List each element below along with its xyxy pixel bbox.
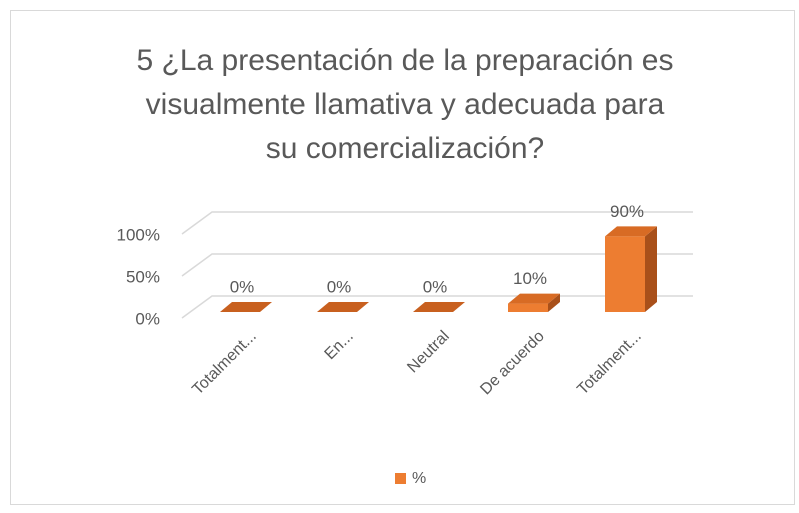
bar-side — [548, 293, 560, 312]
bar — [508, 293, 560, 312]
bar-top — [605, 226, 657, 237]
bar-top — [508, 293, 560, 304]
title-line: su comercialización? — [266, 132, 544, 165]
data-label: 90% — [610, 202, 644, 221]
bar — [413, 302, 465, 312]
bar — [220, 302, 272, 312]
bar-top — [220, 302, 272, 312]
title-line: 5 ¿La presentación de la preparación es — [136, 44, 673, 77]
chart-title: 5 ¿La presentación de la preparación es v… — [136, 44, 673, 165]
y-tick-label: 50% — [126, 267, 160, 286]
data-label: 0% — [423, 277, 448, 296]
grid-line — [181, 253, 693, 277]
y-tick-label: 100% — [117, 225, 160, 244]
bar-side — [645, 226, 657, 312]
y-tick-label: 0% — [135, 309, 160, 328]
grid-line — [181, 211, 693, 235]
chart-border — [10, 10, 795, 505]
bar-front — [508, 303, 548, 312]
bar-front — [605, 236, 645, 312]
bar — [317, 302, 369, 312]
bar — [605, 226, 657, 312]
data-label: 10% — [513, 269, 547, 288]
data-label: 0% — [230, 277, 255, 296]
legend-swatch — [395, 473, 406, 484]
data-label: 0% — [327, 277, 352, 296]
title-line: visualmente llamativa y adecuada para — [146, 88, 665, 121]
bar-top — [317, 302, 369, 312]
legend-label: % — [412, 470, 426, 487]
bar-top — [413, 302, 465, 312]
